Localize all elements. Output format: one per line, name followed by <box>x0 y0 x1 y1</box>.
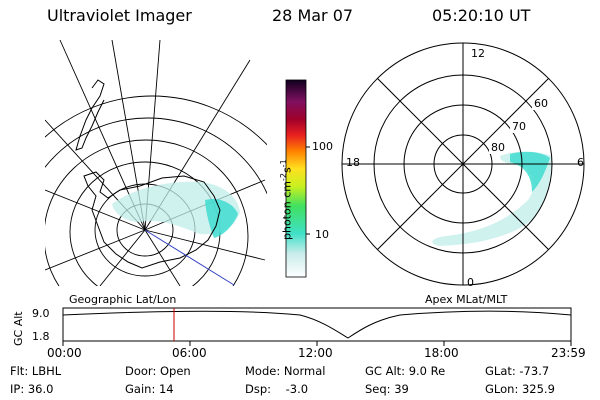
mlt-label-18: 18 <box>346 156 360 169</box>
time-label: 05:20:10 UT <box>432 6 531 25</box>
time-tick-3: 18:00 <box>424 346 459 360</box>
status-mode: Mode: Normal <box>245 364 326 378</box>
status-gain: Gain: 14 <box>125 382 174 396</box>
status-ip: IP: 36.0 <box>10 382 54 396</box>
status-glat: GLat: -73.7 <box>485 364 550 378</box>
lat-circle <box>45 139 249 286</box>
lat-circle <box>45 95 267 146</box>
mlat-label-70: 70 <box>512 120 526 133</box>
apex-label: Apex MLat/MLT <box>425 293 508 306</box>
status-seq: Seq: 39 <box>365 382 409 396</box>
time-tick-0: 00:00 <box>47 346 82 360</box>
meridian <box>45 189 146 231</box>
aurora-region <box>112 181 240 235</box>
colorbar-tick-100: 100 <box>312 140 333 153</box>
date-label: 28 Mar 07 <box>272 6 354 25</box>
aurora-core <box>205 198 238 238</box>
mlat-label-60: 60 <box>534 97 548 110</box>
mlt-line-diag <box>377 78 549 250</box>
y-tick-top: 9.0 <box>32 307 50 320</box>
meridian <box>144 229 266 261</box>
coastline <box>75 79 105 151</box>
time-tick-2: 12:00 <box>298 346 333 360</box>
status-dsp: Dsp: -3.0 <box>245 382 309 396</box>
status-glon: GLon: 325.9 <box>485 382 555 396</box>
mlt-label-12: 12 <box>471 47 485 60</box>
mlat-label-80: 80 <box>491 141 505 154</box>
status-gc-alt: GC Alt: 9.0 Re <box>365 364 446 378</box>
app-title: Ultraviolet Imager <box>47 6 192 25</box>
lat-circle <box>45 117 267 195</box>
polar-aurora-core <box>510 151 550 192</box>
geographic-label: Geographic Lat/Lon <box>69 293 177 306</box>
time-tick-1: 06:00 <box>172 346 207 360</box>
meridian <box>144 229 181 286</box>
altitude-curve <box>62 310 572 339</box>
status-door: Door: Open <box>125 364 191 378</box>
mlt-label-6: 6 <box>577 156 584 169</box>
colorbar-tick-10: 10 <box>315 228 329 241</box>
mlt-label-0: 0 <box>467 276 474 289</box>
satellite-track <box>144 229 235 286</box>
meridian <box>45 229 146 271</box>
colorbar-scale <box>285 79 307 278</box>
timeline-frame <box>62 307 572 342</box>
coastline <box>83 171 221 269</box>
time-tick-4: 23:59 <box>551 346 586 360</box>
status-filter: Flt: LBHL <box>10 364 62 378</box>
y-tick-bottom: 1.8 <box>32 330 50 343</box>
